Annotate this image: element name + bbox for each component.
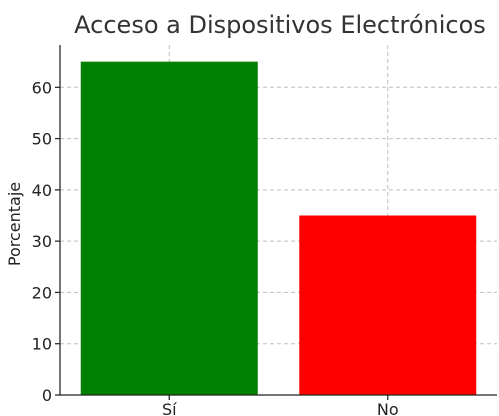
axes-layer — [59, 45, 497, 396]
y-tick-label: 20 — [32, 283, 52, 302]
chart-title: Acceso a Dispositivos Electrónicos — [74, 11, 486, 39]
y-tick-label: 30 — [32, 232, 52, 251]
y-tick-label: 0 — [42, 386, 52, 405]
bars-layer — [80, 61, 477, 396]
bar-0 — [80, 61, 258, 396]
y-tick-label: 10 — [32, 335, 52, 354]
y-tick-label: 60 — [32, 78, 52, 97]
ticks-layer: 0 10 20 30 40 50 60 Sí No — [32, 78, 399, 416]
y-tick-label: 50 — [32, 130, 52, 149]
x-tick-label: No — [377, 400, 399, 416]
y-axis-label: Porcentaje — [5, 182, 24, 266]
y-tick-label: 40 — [32, 181, 52, 200]
x-tick-label: Sí — [162, 400, 177, 416]
bar-1 — [299, 215, 477, 395]
